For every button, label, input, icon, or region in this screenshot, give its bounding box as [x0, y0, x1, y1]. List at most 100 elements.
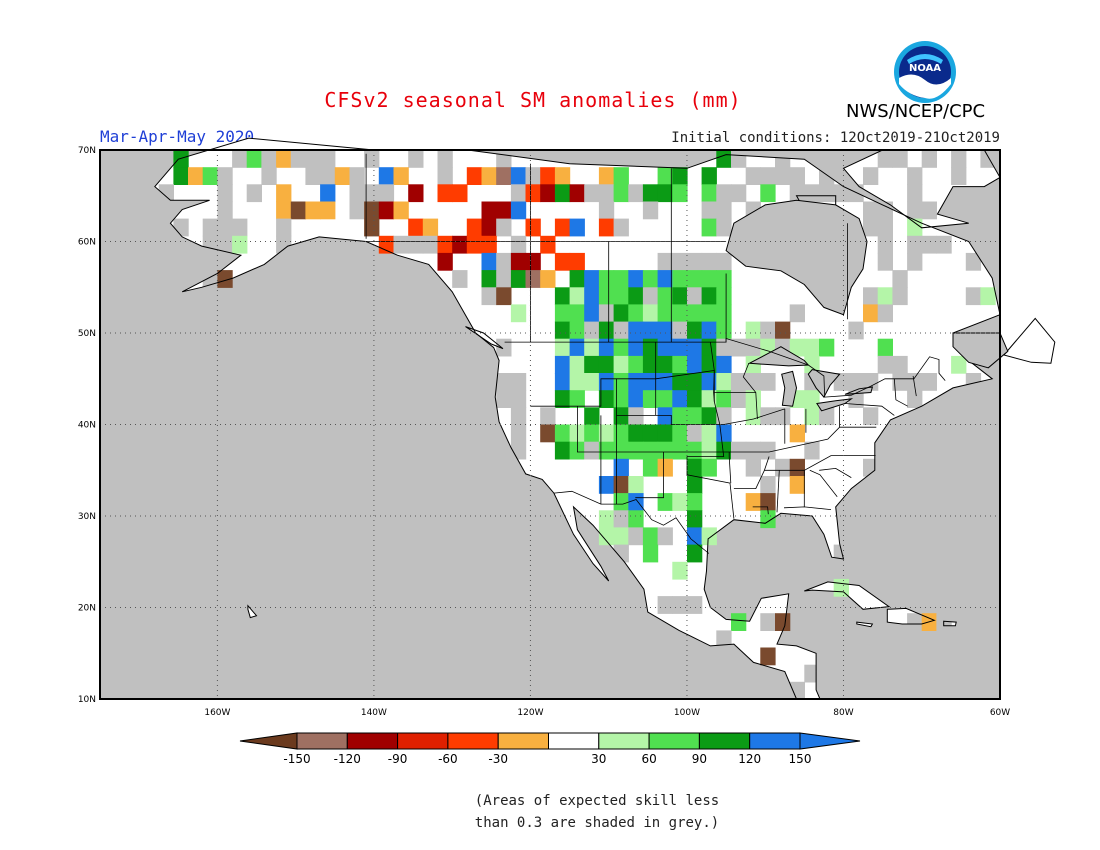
grid-cell — [613, 424, 629, 443]
grid-cell — [789, 167, 805, 185]
grid-cell — [276, 150, 292, 168]
grid-cell — [701, 201, 717, 220]
grid-cell — [701, 218, 717, 237]
grid-cell — [598, 167, 615, 185]
grid-cell — [496, 390, 512, 408]
grid-cell — [628, 424, 644, 443]
grid-cell — [613, 544, 629, 563]
grid-cell — [877, 201, 893, 220]
grid-cell — [642, 458, 659, 477]
grid-cell — [217, 270, 233, 288]
lat-label: 30N — [78, 512, 96, 522]
grid-cell — [496, 270, 512, 288]
grid-cell — [510, 167, 527, 185]
land-shape — [804, 581, 889, 610]
grid-cell — [202, 235, 218, 254]
grid-cell — [408, 150, 424, 168]
grid-cell — [584, 184, 600, 203]
grid-cell — [628, 407, 644, 426]
grid-cell — [936, 235, 952, 254]
legend-box — [749, 732, 801, 750]
grid-cell — [672, 373, 688, 391]
grid-cell — [892, 150, 908, 168]
grid-cell — [393, 235, 409, 254]
grid-cell — [584, 304, 600, 323]
grid-cell — [657, 184, 673, 203]
grid-cell — [642, 390, 659, 408]
grid-cell — [598, 424, 615, 443]
grid-cell — [466, 218, 483, 237]
lat-label: 70N — [78, 146, 96, 156]
grid-cell — [760, 647, 776, 666]
lat-label: 40N — [78, 421, 96, 431]
grid-cell — [701, 338, 717, 357]
grid-cell — [569, 321, 585, 340]
grid-cell — [481, 270, 497, 288]
grid-cell — [672, 184, 688, 203]
grid-cell — [540, 424, 556, 443]
grid-cell — [349, 167, 365, 185]
grid-cell — [217, 201, 233, 220]
grid-cell — [584, 355, 600, 374]
skill-note: (Areas of expected skill less than 0.3 a… — [0, 790, 1100, 834]
grid-cell — [701, 167, 717, 185]
grid-cell — [628, 287, 644, 306]
grid-cell — [554, 441, 571, 460]
grid-cell — [701, 458, 717, 477]
grid-cell — [642, 321, 659, 340]
grid-cell — [349, 184, 365, 203]
grid-cell — [642, 287, 659, 306]
grid-cell — [510, 252, 527, 271]
lon-label: 140W — [361, 708, 387, 718]
grid-cell — [598, 201, 615, 220]
grid-cell — [584, 441, 600, 460]
coastline — [465, 326, 504, 350]
grid-cell — [554, 304, 571, 323]
grid-cell — [525, 184, 541, 203]
grid-cell — [584, 424, 600, 443]
grid-cell — [760, 441, 776, 460]
coastline — [1003, 317, 1056, 364]
grid-cell — [701, 184, 717, 203]
grid-cell — [642, 527, 659, 546]
grid-cell — [554, 184, 571, 203]
lon-label: 100W — [674, 708, 700, 718]
grid-cell — [569, 338, 585, 357]
grid-cell — [217, 235, 233, 254]
grid-cell — [819, 184, 835, 203]
grid-cell — [951, 355, 967, 374]
grid-cell — [408, 218, 424, 237]
grid-cell — [687, 544, 703, 563]
border-line — [912, 375, 917, 397]
legend-arrow-high — [799, 732, 861, 750]
grid-cell — [877, 287, 893, 306]
grid-cell — [921, 201, 937, 220]
grid-cell — [554, 218, 571, 237]
grid-cell — [716, 287, 732, 306]
grid-cell — [775, 407, 791, 426]
grid-cell — [863, 407, 879, 426]
grid-cell — [907, 167, 923, 185]
grid-cell — [598, 390, 615, 408]
map-frame — [99, 149, 1001, 700]
grid-cell — [951, 150, 967, 168]
grid-cell — [907, 613, 923, 631]
legend-box — [598, 732, 650, 750]
grid-cell — [261, 150, 277, 168]
grid-cell — [613, 441, 629, 460]
grid-cell — [452, 235, 468, 254]
border-line — [616, 408, 785, 425]
grid-cell — [320, 184, 336, 203]
grid-cell — [775, 613, 791, 631]
grid-cell — [364, 184, 380, 203]
grid-cell — [819, 167, 835, 185]
grid-cell — [863, 201, 879, 220]
grid-cell — [510, 390, 527, 408]
grid-cell — [408, 184, 424, 203]
grid-cell — [598, 338, 615, 357]
grid-cell — [716, 150, 732, 168]
grid-cell — [613, 390, 629, 408]
grid-cell — [877, 218, 893, 237]
latitude-labels: 10N 20N 30N 40N 50N 60N 70N — [78, 146, 96, 705]
grid-cell — [598, 218, 615, 237]
